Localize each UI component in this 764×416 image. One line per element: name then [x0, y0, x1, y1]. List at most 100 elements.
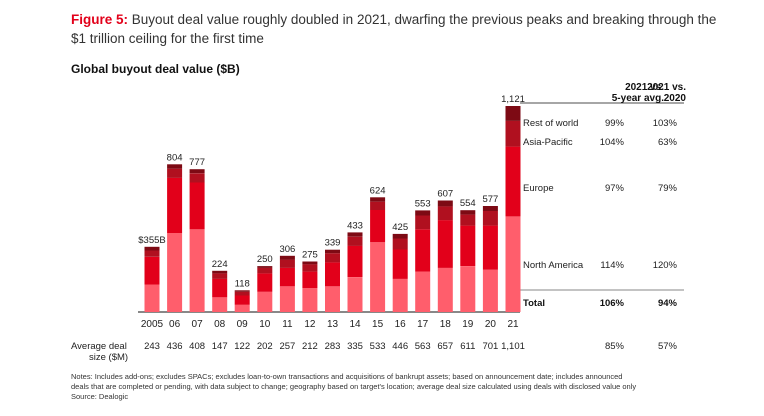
- avg-deal-size-17: 563: [415, 341, 431, 352]
- bar-segment-europe-12: [302, 271, 318, 289]
- total-label-18: 607: [437, 189, 453, 200]
- avg-deal-size-14: 335: [347, 341, 363, 352]
- bar-segment-north-america-14: [347, 277, 363, 312]
- total-label-21: 1,121: [501, 94, 525, 105]
- region-vs-2020-north-america: 120%: [653, 260, 678, 271]
- figure-label: Figure 5:: [71, 12, 129, 27]
- bar-segment-europe-14: [347, 245, 363, 277]
- bar-segment-asia-pacific-15: [370, 201, 386, 210]
- bar-segment-europe-17: [415, 229, 431, 272]
- notes: Notes: Includes add-ons; excludes SPACs;…: [71, 372, 711, 402]
- bar-segment-asia-pacific-09: [234, 291, 250, 296]
- bar-segment-north-america-07: [189, 229, 205, 312]
- bar-segment-north-america-08: [212, 297, 228, 312]
- bar-segment-europe-06: [167, 177, 183, 233]
- total-label-08: 224: [212, 259, 228, 270]
- bar-segment-europe-20: [482, 225, 498, 270]
- notes-source: Source: Dealogic: [71, 392, 129, 401]
- notes-line2: deals that are completed or pending, wit…: [71, 382, 637, 391]
- bar-segment-north-america-2005: [144, 284, 160, 312]
- total-row-vs-2020: 94%: [658, 298, 678, 309]
- bar-segment-north-america-13: [325, 286, 340, 312]
- bar-segment-rest-of-world-17: [415, 210, 431, 216]
- x-tick-label-21: 21: [507, 319, 519, 330]
- x-tick-label-20: 20: [485, 319, 497, 330]
- total-row-vs-avg: 106%: [600, 298, 625, 309]
- bar-segment-asia-pacific-11: [279, 259, 295, 268]
- x-tick-label-09: 09: [237, 319, 249, 330]
- column-header-vs-2020-line2: 2020: [663, 93, 686, 104]
- bar-segment-asia-pacific-19: [460, 214, 476, 226]
- bar-segment-rest-of-world-09: [234, 290, 250, 292]
- region-label-north-america: North America: [523, 260, 584, 271]
- avg-deal-size-08: 147: [212, 341, 228, 352]
- avg-deal-size-13: 283: [325, 341, 341, 352]
- region-vs-avg-europe: 97%: [605, 183, 625, 194]
- bar-segment-rest-of-world-07: [189, 169, 205, 174]
- bar-segment-north-america-12: [302, 288, 318, 312]
- bar-segment-europe-07: [189, 182, 205, 230]
- bar-segment-asia-pacific-17: [415, 215, 431, 230]
- x-tick-label-10: 10: [259, 319, 271, 330]
- bar-segment-north-america-18: [437, 267, 453, 312]
- total-label-19: 554: [460, 198, 476, 209]
- bar-segment-europe-11: [279, 267, 295, 287]
- x-tick-label-15: 15: [372, 319, 384, 330]
- bar-segment-north-america-09: [234, 304, 250, 312]
- x-tick-label-14: 14: [349, 319, 361, 330]
- total-label-17: 553: [415, 198, 431, 209]
- bar-segment-rest-of-world-14: [347, 232, 363, 237]
- notes-line1: Notes: Includes add-ons; excludes SPACs;…: [71, 372, 623, 381]
- bar-segment-asia-pacific-20: [482, 210, 498, 226]
- column-header-vs-avg-line1: 2021 vs.: [625, 82, 664, 93]
- bar-segment-north-america-16: [392, 278, 408, 312]
- bar-segment-europe-21: [505, 146, 521, 217]
- x-tick-label-18: 18: [440, 319, 452, 330]
- bar-segment-asia-pacific-06: [167, 168, 183, 178]
- x-tick-label-17: 17: [417, 319, 429, 330]
- x-tick-label-2005: 2005: [141, 319, 164, 330]
- region-label-europe: Europe: [523, 183, 554, 194]
- bar-segment-rest-of-world-15: [370, 197, 386, 202]
- region-vs-2020-europe: 79%: [658, 183, 678, 194]
- x-tick-label-11: 11: [282, 319, 293, 330]
- bar-segment-rest-of-world-06: [167, 164, 183, 169]
- avg-deal-size-07: 408: [189, 341, 205, 352]
- avg-deal-size-10: 202: [257, 341, 273, 352]
- bar-segment-europe-2005: [144, 256, 160, 285]
- region-vs-2020-asia-pacific: 63%: [658, 137, 678, 148]
- bar-segment-asia-pacific-07: [189, 173, 205, 183]
- figure-caption-text: Buyout deal value roughly doubled in 202…: [71, 12, 717, 46]
- bar-segment-europe-13: [325, 262, 340, 287]
- bar-segment-asia-pacific-2005: [144, 250, 160, 257]
- avg-deal-label-line2: size ($M): [89, 352, 128, 363]
- avg-deal-size-20: 701: [482, 341, 498, 352]
- total-row-label: Total: [523, 298, 545, 309]
- bar-segment-north-america-20: [482, 269, 498, 312]
- x-tick-label-13: 13: [327, 319, 339, 330]
- total-label-20: 577: [482, 194, 498, 205]
- bar-segment-rest-of-world-11: [279, 255, 295, 260]
- total-label-11: 306: [279, 244, 295, 255]
- x-tick-label-07: 07: [192, 319, 204, 330]
- bar-segment-rest-of-world-12: [302, 261, 318, 265]
- bar-segment-asia-pacific-16: [392, 238, 408, 250]
- total-label-15: 624: [370, 185, 386, 196]
- bar-segment-north-america-10: [257, 291, 273, 312]
- bar-segment-europe-18: [437, 220, 453, 268]
- bar-segment-asia-pacific-08: [212, 273, 228, 279]
- bar-segment-rest-of-world-10: [257, 266, 273, 268]
- total-label-09: 118: [235, 278, 250, 289]
- bar-segment-asia-pacific-12: [302, 264, 318, 272]
- bar-segment-rest-of-world-2005: [144, 246, 160, 251]
- bar-segment-europe-15: [370, 210, 386, 243]
- x-tick-label-16: 16: [395, 319, 407, 330]
- bars-group: $355B 2005 243 804 06 436 777 07 408 224 08 147 118 0…: [138, 94, 525, 352]
- total-label-2005: $355B: [138, 235, 165, 246]
- total-label-14: 433: [347, 220, 363, 231]
- total-label-16: 425: [392, 222, 408, 233]
- total-label-06: 804: [167, 152, 183, 163]
- bar-segment-asia-pacific-13: [325, 253, 340, 263]
- bar-segment-rest-of-world-13: [325, 249, 340, 254]
- avg-deal-size-16: 446: [392, 341, 408, 352]
